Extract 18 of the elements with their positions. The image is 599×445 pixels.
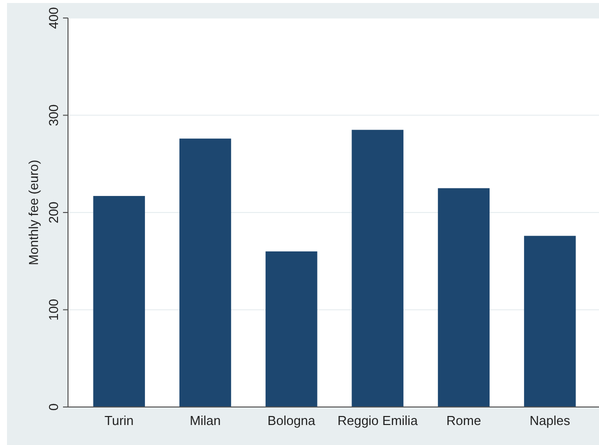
y-tick-label: 300 <box>46 104 61 126</box>
x-tick-label: Naples <box>530 413 571 428</box>
x-tick-label: Rome <box>446 413 482 428</box>
y-tick-label: 200 <box>46 202 61 224</box>
y-tick-label: 400 <box>46 7 61 29</box>
x-tick-label: Reggio Emilia <box>337 413 418 428</box>
bar <box>352 130 404 407</box>
bar <box>438 188 490 407</box>
bar <box>179 138 232 407</box>
bar <box>93 196 145 407</box>
bar <box>524 236 576 407</box>
x-tick-label: Turin <box>104 413 134 428</box>
y-tick-label: 100 <box>46 298 61 321</box>
y-tick-label: 0 <box>46 403 61 411</box>
bar <box>266 251 318 407</box>
x-tick-label: Bologna <box>268 413 316 428</box>
x-tick-label: Milan <box>190 413 221 428</box>
y-axis-title: Monthly fee (euro) <box>26 160 41 266</box>
